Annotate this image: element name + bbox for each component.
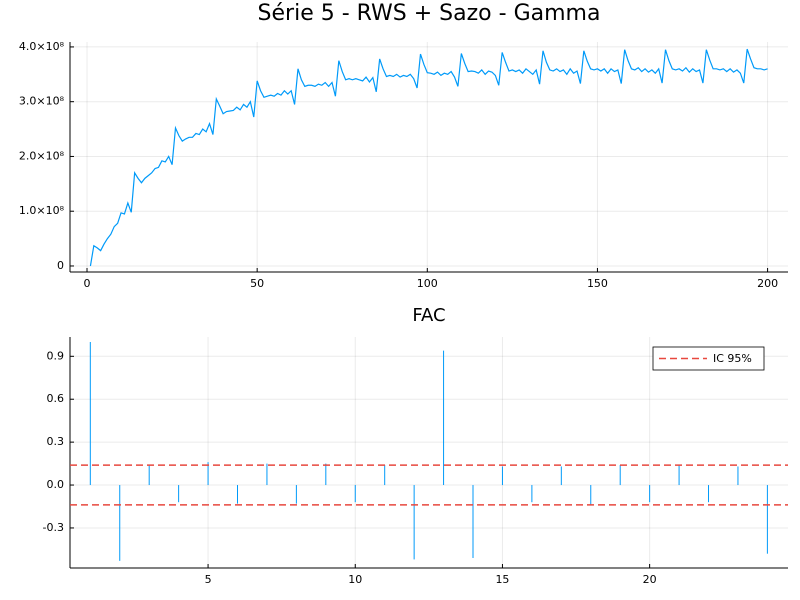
x-tick-label: 0 xyxy=(84,277,91,290)
y-tick-label: 0.3 xyxy=(47,435,65,448)
chart-title: FAC xyxy=(412,305,445,326)
x-tick-label: 10 xyxy=(348,573,362,586)
x-tick-label: 100 xyxy=(417,277,438,290)
legend-box xyxy=(652,346,765,371)
x-tick-label: 200 xyxy=(757,277,778,290)
x-tick-label: 15 xyxy=(495,573,509,586)
x-tick-label: 50 xyxy=(250,277,264,290)
y-tick-label: 2.0×10⁸ xyxy=(19,149,65,162)
y-tick-label: 3.0×10⁸ xyxy=(19,95,65,108)
y-tick-label: 0 xyxy=(57,259,64,272)
x-tick-label: 150 xyxy=(587,277,608,290)
y-tick-label: 0.9 xyxy=(47,349,65,362)
legend-label: IC 95% xyxy=(713,352,752,365)
y-tick-label: 0.0 xyxy=(47,478,65,491)
y-tick-label: -0.3 xyxy=(43,521,64,534)
chart-title: Série 5 - RWS + Sazo - Gamma xyxy=(258,1,601,26)
y-tick-label: 4.0×10⁸ xyxy=(19,40,65,53)
y-tick-label: 0.6 xyxy=(47,392,65,405)
y-tick-label: 1.0×10⁸ xyxy=(19,204,65,217)
x-tick-label: 5 xyxy=(205,573,212,586)
x-tick-label: 20 xyxy=(643,573,657,586)
series-line xyxy=(89,48,768,267)
